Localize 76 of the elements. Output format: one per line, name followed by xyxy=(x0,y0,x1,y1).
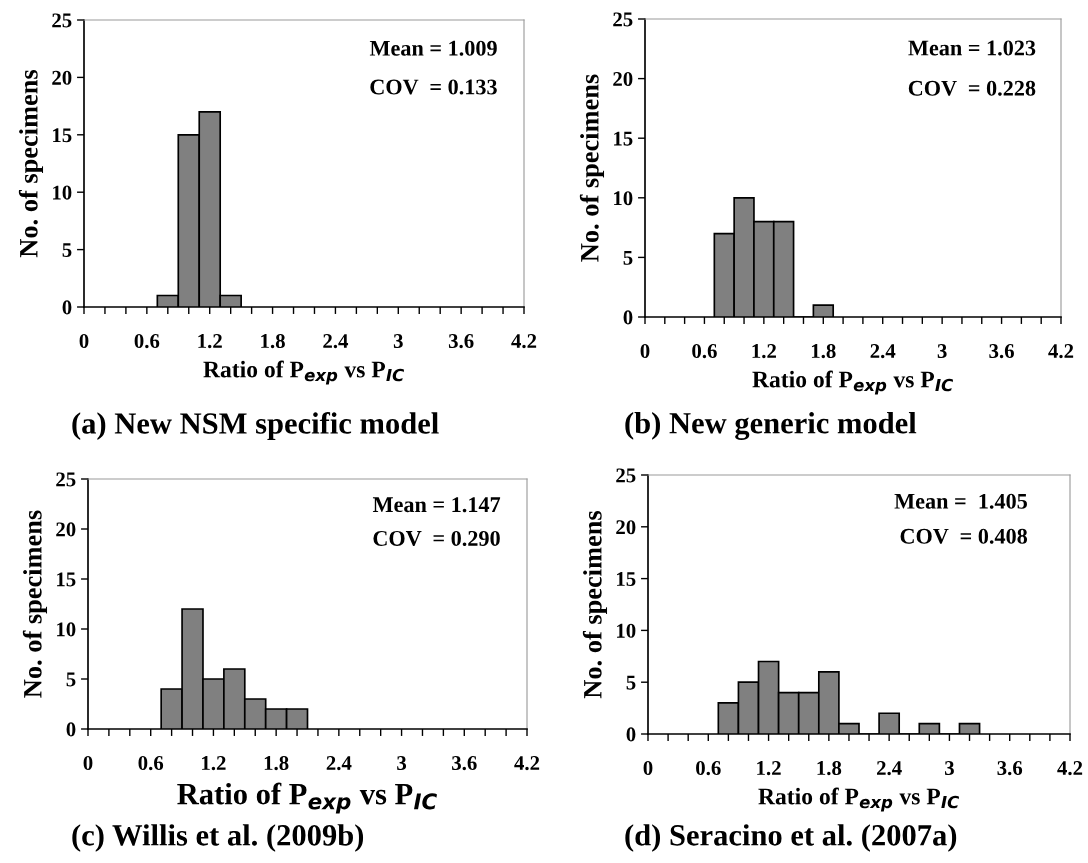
y-axis-title: No. of specimens xyxy=(582,510,608,699)
y-tick-label: 10 xyxy=(53,185,72,200)
y-tick-label: 15 xyxy=(53,128,72,143)
x-tick-label: 0 xyxy=(79,333,89,349)
x-tick-label: 2.4 xyxy=(877,761,902,776)
x-tick-label: 2.4 xyxy=(870,344,896,359)
y-tick-label: 0 xyxy=(66,722,76,737)
text: (c) Willis et al. (2009b) xyxy=(72,824,364,852)
y-tick-label: 0 xyxy=(626,727,636,742)
annotation: Mean = 1.405 xyxy=(894,493,1027,509)
x-tick-label: 4.2 xyxy=(511,334,537,349)
x-tick-label: 0 xyxy=(643,760,653,776)
text: (a) New NSM specific model xyxy=(72,411,439,441)
text: (b) New generic model xyxy=(625,412,917,440)
x-tick-label: 3.6 xyxy=(452,756,477,771)
x-tick-label: 3 xyxy=(945,761,954,776)
y-tick-label: 20 xyxy=(56,522,76,537)
y-tick-label: 10 xyxy=(617,623,636,638)
annotation: Mean = 1.009 xyxy=(369,40,497,56)
y-tick-label: 0 xyxy=(623,310,633,325)
y-tick-label: 15 xyxy=(617,572,636,587)
y-axis-title: No. of specimens xyxy=(22,510,48,698)
x-tick-label: 2.4 xyxy=(323,334,349,349)
y-tick-label: 25 xyxy=(616,468,636,483)
x-tick-label: 3.6 xyxy=(448,334,474,349)
x-tick-label: 1.8 xyxy=(261,333,285,349)
y-tick-label: 25 xyxy=(613,12,633,27)
y-tick-label: 20 xyxy=(613,71,633,87)
x-tick-label: 3 xyxy=(393,334,403,349)
x-tick-label: 4.2 xyxy=(514,756,540,771)
x-axis-title: Ratio of P$_{exp}$ vs P$_{IC}$ xyxy=(752,370,954,395)
x-tick-label: 0 xyxy=(640,343,650,359)
y-tick-label: 5 xyxy=(626,675,636,690)
x-tick-label: 0.6 xyxy=(692,343,717,359)
y-tick-label: 15 xyxy=(57,572,76,587)
x-tick-label: 1.2 xyxy=(198,334,222,349)
y-tick-label: 25 xyxy=(52,13,72,28)
annotation: COV = 0.290 xyxy=(373,530,500,547)
y-tick-label: 20 xyxy=(52,70,72,85)
x-tick-label: 1.8 xyxy=(811,343,836,359)
y-tick-label: 5 xyxy=(623,250,633,265)
y-axis-title: No. of specimens xyxy=(579,74,605,262)
annotation: COV = 0.408 xyxy=(900,528,1028,544)
y-tick-label: 10 xyxy=(614,191,633,206)
y-tick-label: 5 xyxy=(66,672,76,687)
x-axis-title: Ratio of P$_{exp}$ vs P$_{IC}$ xyxy=(758,787,960,812)
y-tick-label: 20 xyxy=(616,520,636,535)
x-tick-label: 0 xyxy=(83,755,93,771)
x-axis-title: Ratio of P$_{exp}$ vs P$_{IC}$ xyxy=(203,360,405,385)
y-axis-title: No. of specimens xyxy=(18,69,44,258)
annotation: Mean = 1.147 xyxy=(372,497,501,513)
x-tick-label: 1.8 xyxy=(264,755,289,771)
x-tick-label: 2.4 xyxy=(326,756,352,771)
text: (d) Seracino et al. (2007a) xyxy=(625,824,957,852)
x-tick-label: 1.2 xyxy=(757,761,781,776)
annotation: COV = 0.133 xyxy=(370,79,497,95)
annotation: COV = 0.228 xyxy=(908,80,1036,96)
x-tick-label: 3.6 xyxy=(989,344,1014,359)
x-tick-label: 3 xyxy=(397,756,407,771)
y-tick-label: 15 xyxy=(614,131,633,146)
x-tick-label: 4.2 xyxy=(1057,761,1083,776)
x-tick-label: 0.6 xyxy=(134,333,160,349)
x-tick-label: 3.6 xyxy=(997,761,1023,776)
y-tick-label: 5 xyxy=(62,243,72,258)
x-tick-label: 0.6 xyxy=(696,760,721,776)
x-axis-title: Ratio of P$_{exp}$ vs P$_{IC}$ xyxy=(177,782,437,814)
x-tick-label: 1.2 xyxy=(202,756,226,771)
x-tick-label: 1.2 xyxy=(752,344,776,359)
x-tick-label: 4.2 xyxy=(1048,344,1074,359)
y-tick-label: 25 xyxy=(56,472,76,487)
annotation: Mean = 1.023 xyxy=(908,40,1036,56)
y-tick-label: 0 xyxy=(62,300,72,315)
x-tick-label: 1.8 xyxy=(817,760,842,776)
x-tick-label: 0.6 xyxy=(138,755,164,771)
x-tick-label: 3 xyxy=(937,344,947,359)
y-tick-label: 10 xyxy=(57,622,76,637)
